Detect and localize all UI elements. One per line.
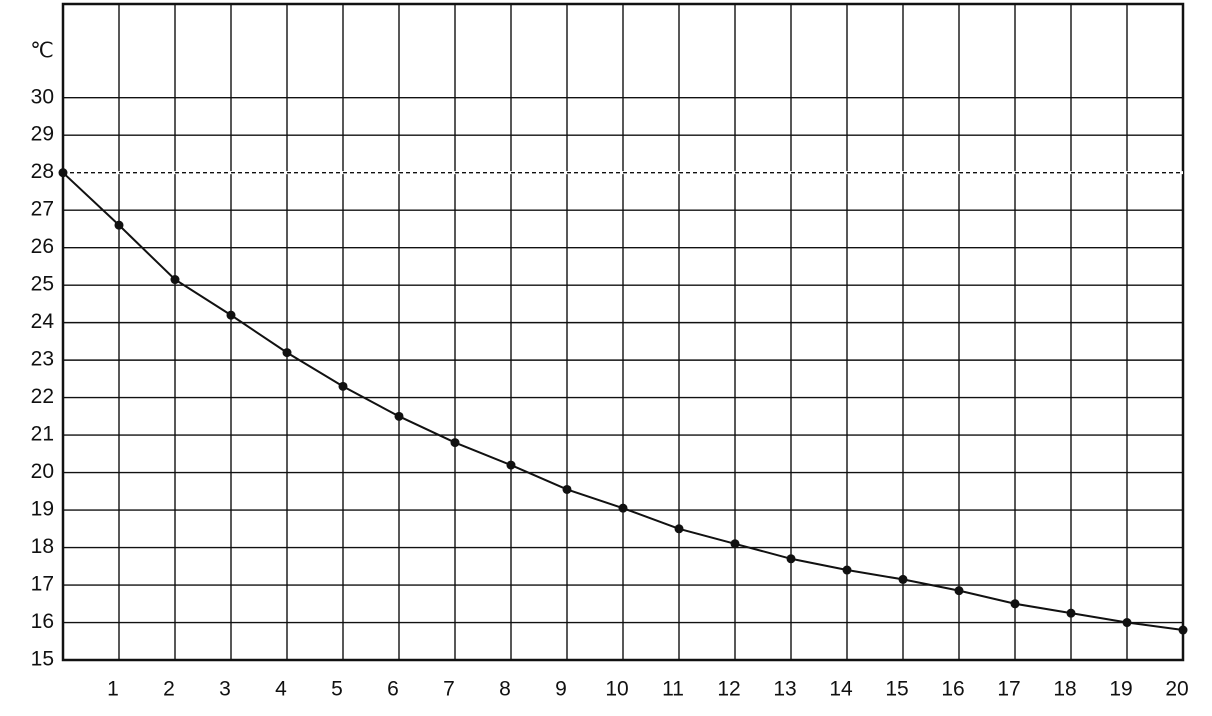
data-point xyxy=(58,168,68,178)
y-tick-label: 15 xyxy=(31,648,54,671)
data-point xyxy=(226,310,236,320)
x-tick-label: 1 xyxy=(107,678,119,701)
x-tick-label: 19 xyxy=(1109,678,1132,701)
data-point xyxy=(170,275,180,285)
y-tick-label: 20 xyxy=(31,460,54,483)
data-point xyxy=(394,411,404,421)
x-tick-label: 3 xyxy=(219,678,231,701)
data-point xyxy=(562,484,572,494)
y-tick-label: 19 xyxy=(31,498,54,521)
x-tick-label: 12 xyxy=(717,678,740,701)
x-tick-label: 7 xyxy=(443,678,455,701)
x-tick-label: 14 xyxy=(829,678,853,701)
y-tick-label: 28 xyxy=(31,160,54,183)
x-tick-label: 10 xyxy=(605,678,628,701)
x-tick-label: 13 xyxy=(773,678,796,701)
data-point xyxy=(954,586,964,596)
x-tick-label: 2 xyxy=(163,678,175,701)
y-tick-label: 21 xyxy=(31,423,54,446)
x-tick-label: 17 xyxy=(997,678,1020,701)
y-axis-label: ℃ xyxy=(30,40,54,63)
data-point xyxy=(898,574,908,584)
data-point xyxy=(1010,599,1020,609)
x-tick-label: 9 xyxy=(555,678,567,701)
plot-border xyxy=(61,2,1185,662)
x-tick-label: 15 xyxy=(885,678,908,701)
y-tick-label: 17 xyxy=(31,573,54,596)
data-point xyxy=(282,348,292,358)
y-tick-label: 18 xyxy=(31,535,54,558)
data-point xyxy=(786,554,796,564)
data-point xyxy=(1122,618,1132,628)
x-tick-label: 18 xyxy=(1053,678,1076,701)
x-tick-label: 11 xyxy=(662,678,684,701)
y-tick-label: 30 xyxy=(31,85,54,108)
data-point xyxy=(1066,608,1076,618)
y-tick-label: 25 xyxy=(31,273,54,296)
data-point xyxy=(338,381,348,391)
x-tick-label: 20 xyxy=(1165,678,1188,701)
x-tick-label: 8 xyxy=(499,678,511,701)
data-point xyxy=(618,503,628,513)
data-point xyxy=(1178,625,1188,635)
data-point xyxy=(450,438,460,448)
data-point xyxy=(730,539,740,549)
x-tick-label: 6 xyxy=(387,678,399,701)
x-tick-label: 16 xyxy=(941,678,964,701)
x-tick-label: 5 xyxy=(331,678,343,701)
x-tick-label: 4 xyxy=(275,678,287,701)
y-tick-label: 29 xyxy=(31,123,54,146)
data-point xyxy=(114,220,124,230)
data-point xyxy=(842,565,852,575)
data-point xyxy=(674,524,684,534)
data-point xyxy=(506,460,516,470)
y-tick-label: 22 xyxy=(31,385,54,408)
y-tick-label: 23 xyxy=(31,348,54,371)
y-tick-label: 27 xyxy=(31,198,54,221)
y-tick-label: 16 xyxy=(31,610,54,633)
y-tick-label: 26 xyxy=(31,235,54,258)
y-tick-label: 24 xyxy=(31,310,55,333)
